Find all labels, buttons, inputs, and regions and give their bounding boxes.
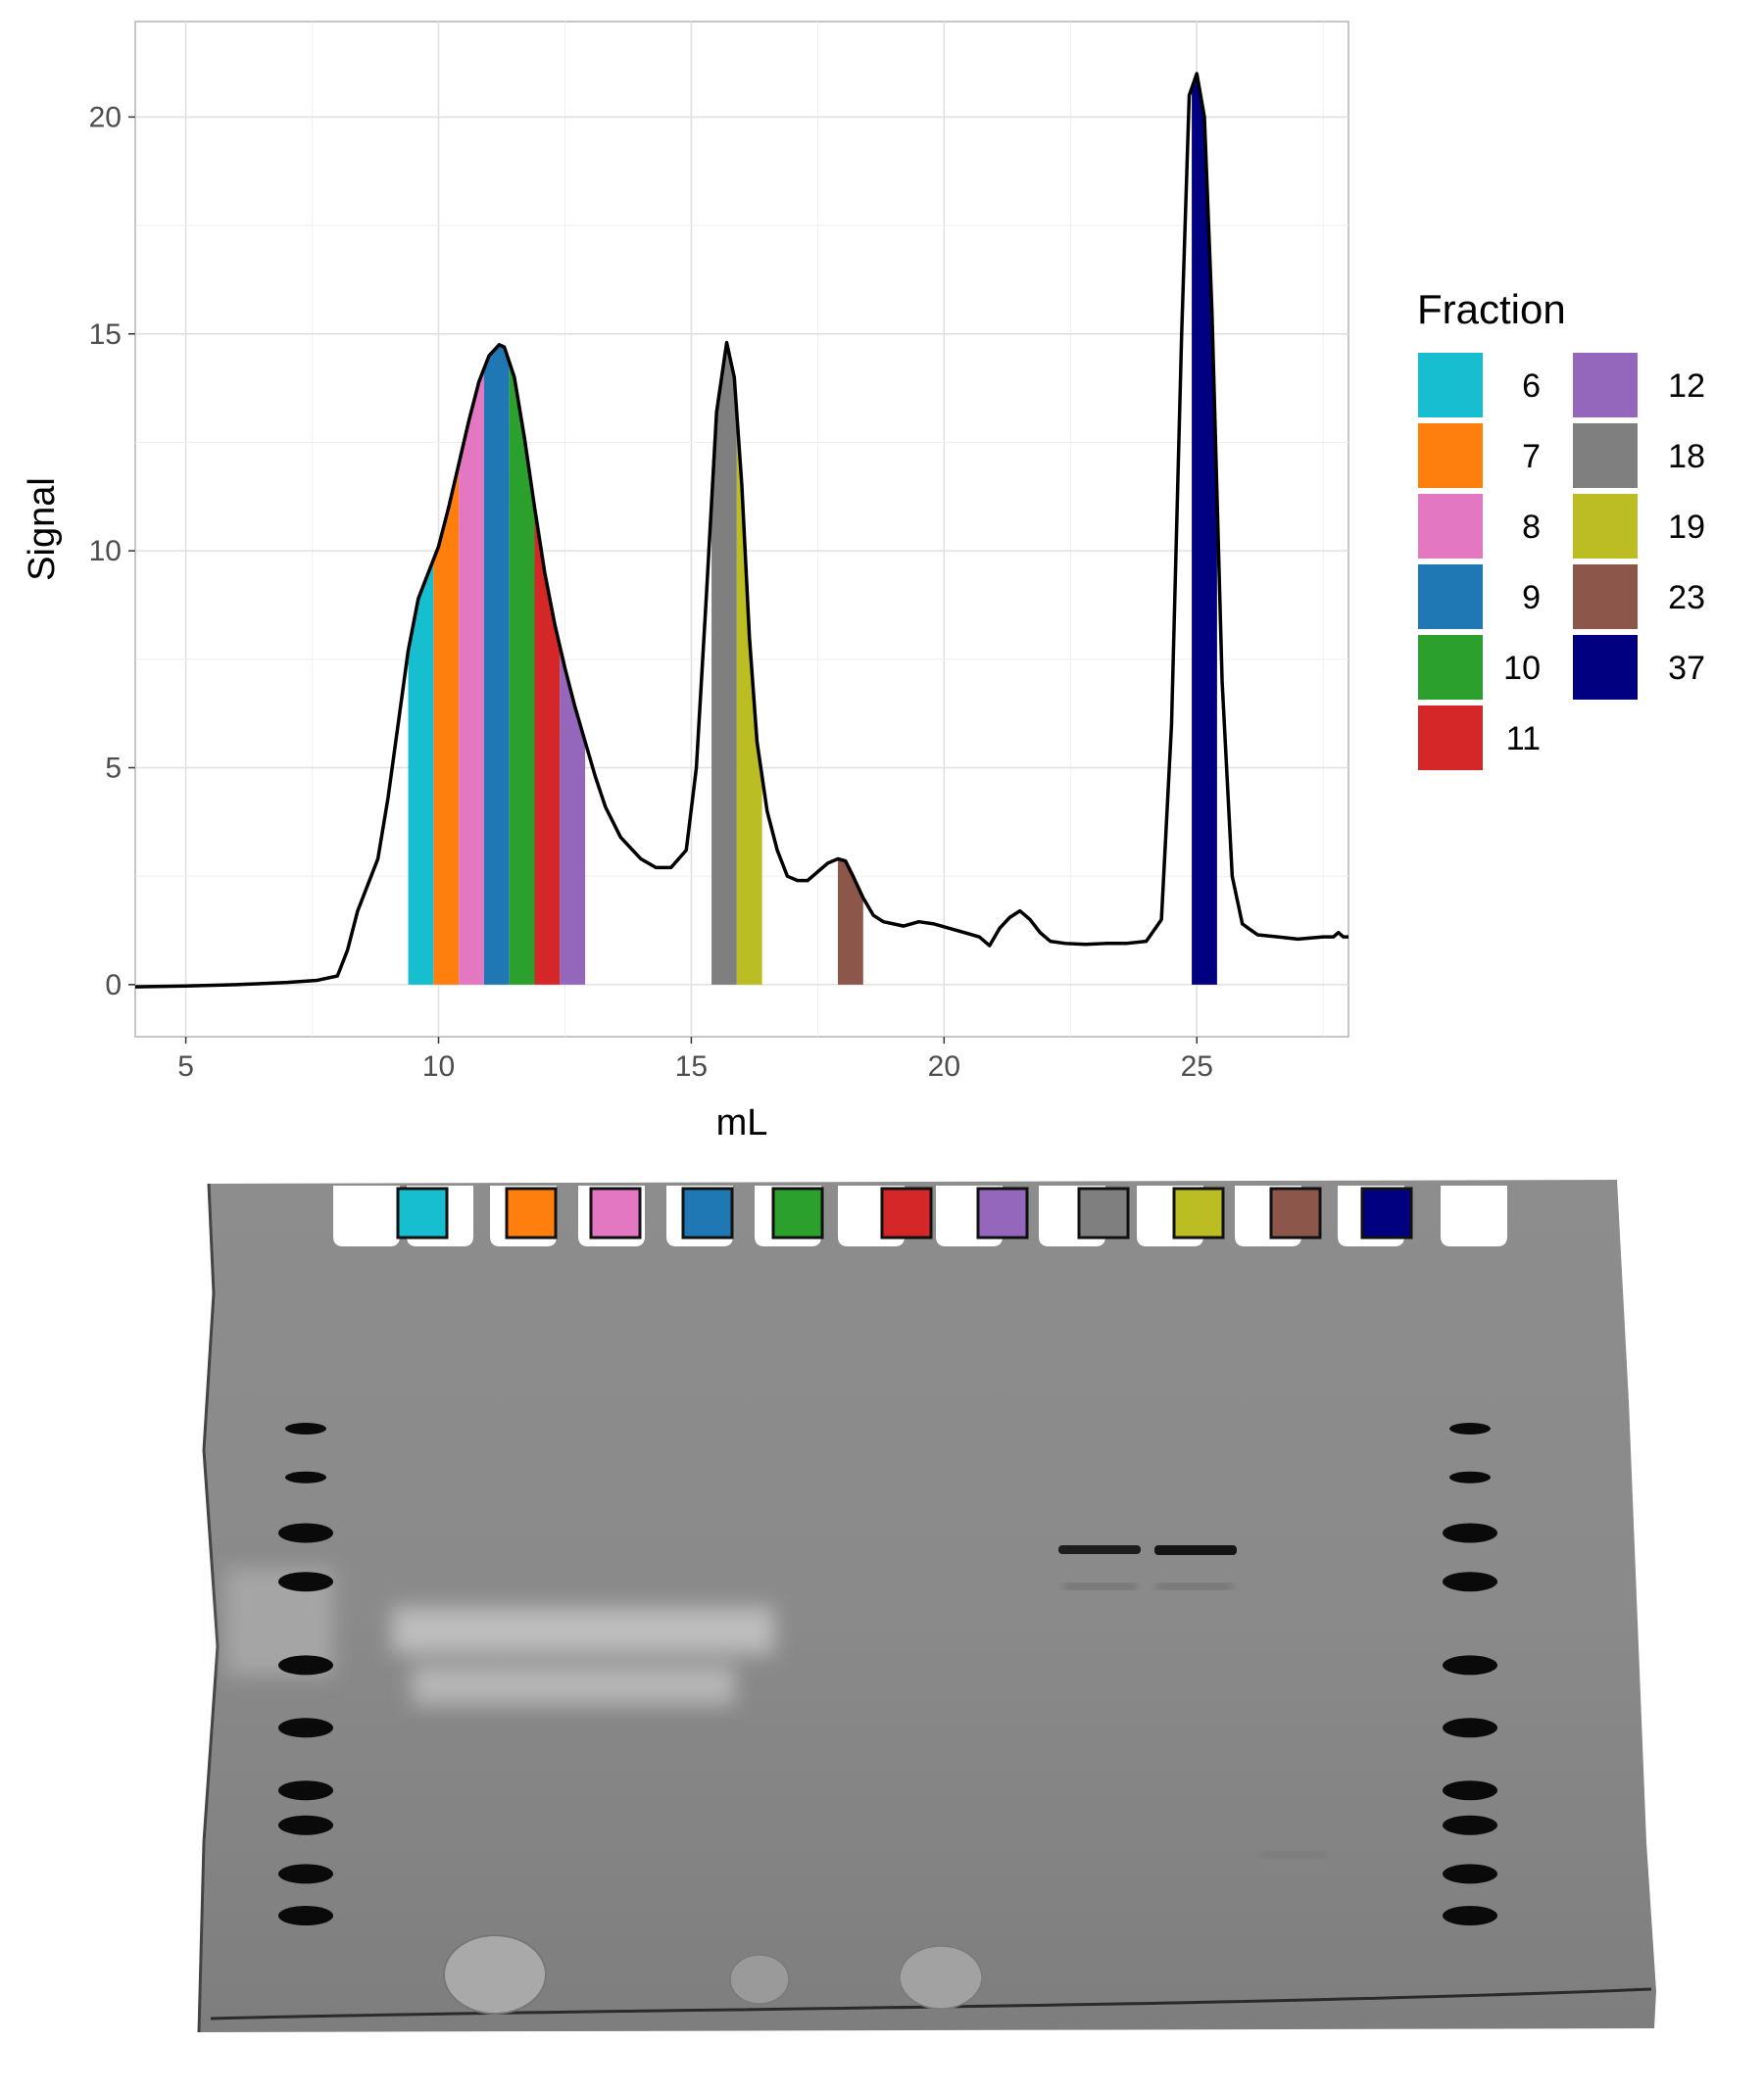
lane-swatch (1269, 1187, 1322, 1240)
fraction-area-6 (408, 559, 434, 985)
y-tick-label: 20 (89, 101, 122, 133)
gel-left-edge (197, 1183, 220, 2033)
ladder-band (285, 1423, 326, 1435)
ladder-band (278, 1864, 333, 1884)
y-tick-label: 5 (105, 753, 122, 785)
legend-label-6: 6 (1522, 367, 1541, 405)
gel-well (333, 1186, 400, 1246)
ladder-band (1443, 1655, 1497, 1676)
lane-swatch (1360, 1187, 1413, 1240)
fraction-area-11 (534, 507, 561, 985)
lane-swatch (505, 1187, 558, 1240)
legend-label-19: 19 (1668, 509, 1705, 546)
ladder-band (1443, 1864, 1497, 1884)
x-tick-label: 10 (422, 1050, 455, 1083)
ladder-band (1443, 1815, 1497, 1835)
lane-swatch (396, 1187, 449, 1240)
legend-key-11 (1418, 706, 1483, 770)
legend: 6 7 8 9 10 11 12 18 19 23 37 (1418, 353, 1705, 770)
x-tick-label: 15 (675, 1050, 708, 1083)
legend-label-9: 9 (1522, 579, 1541, 616)
protein-bands (1058, 1545, 1328, 1858)
fraction-area-9 (483, 344, 510, 985)
fraction-area-7 (433, 463, 460, 985)
ladder-band (278, 1523, 333, 1543)
x-axis-title: mL (716, 1102, 768, 1144)
gel-bottom-edge (210, 1987, 1652, 2020)
y-axis-ticks: 0 5 10 15 20 (89, 101, 135, 1001)
ladder-band (278, 1906, 333, 1925)
x-tick-label: 25 (1181, 1050, 1213, 1083)
fraction-fills (408, 73, 1217, 985)
y-axis-title: Signal (22, 477, 63, 581)
legend-key-23 (1573, 564, 1638, 629)
fraction-area-23 (838, 858, 863, 985)
x-tick-label: 20 (928, 1050, 960, 1083)
legend-key-8 (1418, 494, 1483, 559)
ladder-band (1443, 1523, 1497, 1543)
lane-swatch (976, 1187, 1029, 1240)
legend-label-37: 37 (1668, 650, 1705, 687)
ladder-band (278, 1718, 333, 1738)
lane-swatches (396, 1187, 1413, 1240)
legend-label-8: 8 (1522, 509, 1541, 546)
ladder-band (278, 1572, 333, 1592)
ladder-band (278, 1655, 333, 1676)
lane-swatch (1077, 1187, 1130, 1240)
lane-swatch (880, 1187, 933, 1240)
fraction-area-18 (711, 342, 737, 985)
lane-swatch (1172, 1187, 1225, 1240)
legend-key-37 (1573, 635, 1638, 700)
x-tick-label: 5 (177, 1050, 194, 1083)
gel-body (199, 1180, 1656, 2032)
ladder-right (1443, 1423, 1497, 1925)
lane-swatch (771, 1187, 824, 1240)
legend-key-18 (1573, 423, 1638, 488)
fraction-area-8 (459, 368, 484, 985)
legend-label-12: 12 (1668, 367, 1705, 405)
chromatogram-chart: 5 10 15 20 25 0 5 10 15 20 mL Signal Fraction 6 7… (22, 21, 1705, 1144)
x-axis-ticks: 5 10 15 20 25 (177, 1037, 1213, 1083)
ladder-band (1443, 1572, 1497, 1592)
legend-key-12 (1573, 353, 1638, 417)
legend-label-11: 11 (1506, 720, 1541, 757)
lane-swatch (589, 1187, 642, 1240)
legend-label-10: 10 (1503, 650, 1541, 687)
ladder-band (1443, 1780, 1497, 1801)
legend-label-18: 18 (1668, 438, 1705, 475)
legend-label-23: 23 (1668, 579, 1705, 616)
ladder-band (1443, 1906, 1497, 1925)
ladder-band (1449, 1471, 1491, 1484)
ladder-band (278, 1815, 333, 1835)
fraction-area-10 (509, 362, 535, 985)
gel-image (197, 1180, 1656, 2033)
ladder-band (278, 1780, 333, 1801)
fraction-area-12 (560, 646, 586, 985)
gel-well (1441, 1186, 1507, 1246)
fraction-area-19 (736, 413, 762, 985)
gel-bubbles (443, 1934, 983, 2015)
lane-swatch (681, 1187, 734, 1240)
ladder-band (1443, 1718, 1497, 1738)
legend-key-19 (1573, 494, 1638, 559)
legend-key-7 (1418, 423, 1483, 488)
legend-label-7: 7 (1522, 438, 1541, 475)
legend-title: Fraction (1417, 286, 1566, 332)
ladder-band (285, 1471, 326, 1484)
ladder-band (1449, 1423, 1491, 1435)
legend-key-6 (1418, 353, 1483, 417)
legend-key-9 (1418, 564, 1483, 629)
y-tick-label: 10 (89, 535, 122, 567)
ladder-left (278, 1423, 333, 1925)
y-tick-label: 0 (105, 969, 122, 1001)
legend-key-10 (1418, 635, 1483, 700)
signal-trace (134, 72, 1348, 989)
y-tick-label: 15 (89, 318, 122, 351)
